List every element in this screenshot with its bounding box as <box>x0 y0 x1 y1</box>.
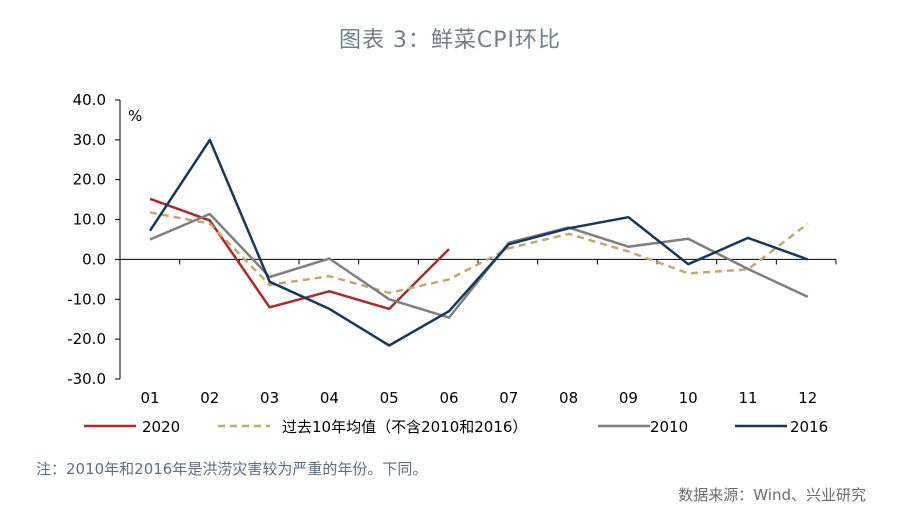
series-line-2016 <box>148 138 809 347</box>
axes: -30.0 -20.0 -10.0 0.0 10.0 20.0 30.0 40.0% 01 02 0… <box>67 91 837 407</box>
x-tick-label: 12 <box>798 389 817 407</box>
x-tick-label: 07 <box>499 389 518 407</box>
x-tick-label: 08 <box>559 389 578 407</box>
x-tick-label: 02 <box>200 389 219 407</box>
y-tick-label: -30.0 <box>67 370 106 388</box>
chart-title: 图表 3：鲜菜CPI环比 <box>338 28 562 53</box>
footnote: 注：2010年和2016年是洪涝灾害较为严重的年份。下同。 <box>36 460 428 478</box>
y-tick-label: 20.0 <box>73 171 106 189</box>
x-tick-label: 01 <box>140 389 159 407</box>
legend-label: 过去10年均值（不含2010和2016） <box>282 418 527 436</box>
series-line-2020 <box>149 197 450 311</box>
x-tick-label: 10 <box>679 389 698 407</box>
series-layer <box>148 138 809 347</box>
x-tick-label: 11 <box>738 389 757 407</box>
legend: 2020 过去10年均值（不含2010和2016） 2010 2016 <box>84 418 828 436</box>
y-tick-label: 0.0 <box>82 250 106 268</box>
legend-label: 2020 <box>142 418 180 436</box>
series-line-过去10年均值（不含2010和2016） <box>149 211 809 295</box>
y-axis-unit: % <box>128 107 142 125</box>
x-tick-label: 05 <box>380 389 399 407</box>
series-line-2010 <box>149 212 809 319</box>
y-tick-label: 40.0 <box>73 91 106 109</box>
x-tick-label: 03 <box>260 389 279 407</box>
y-tick-label: -20.0 <box>67 330 106 348</box>
y-tick-label: -10.0 <box>67 290 106 308</box>
source-note: 数据来源：Wind、兴业研究 <box>678 486 866 504</box>
legend-label: 2016 <box>790 418 828 436</box>
x-tick-label: 06 <box>439 389 458 407</box>
x-tick-label: 09 <box>619 389 638 407</box>
x-tick-label: 04 <box>320 389 339 407</box>
legend-label: 2010 <box>650 418 688 436</box>
y-tick-label: 10.0 <box>73 211 106 229</box>
y-tick-label: 30.0 <box>73 131 106 149</box>
